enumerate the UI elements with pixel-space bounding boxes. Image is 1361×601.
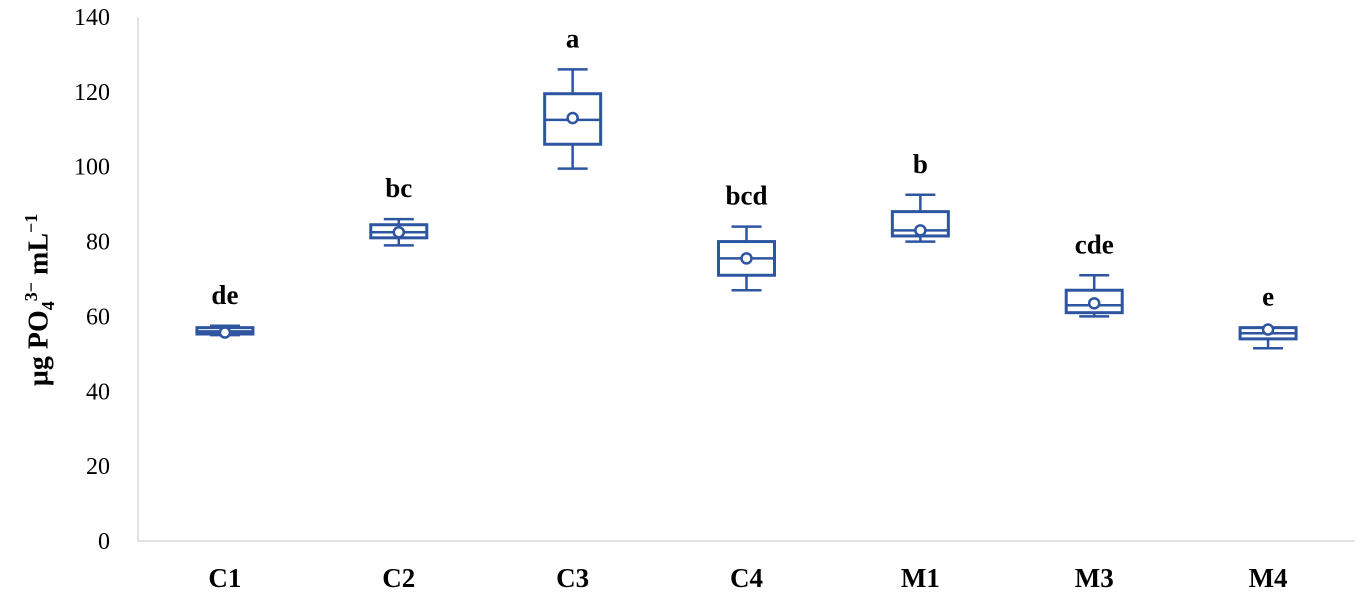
box-c3	[543, 68, 603, 170]
y-axis-label-base: µg PO	[23, 310, 55, 387]
y-axis-label-sup: 3−	[21, 281, 42, 302]
mean-marker	[392, 225, 406, 239]
category-label: M3	[1075, 563, 1114, 593]
y-tick-label: 60	[86, 304, 110, 330]
category-label: C1	[208, 563, 241, 593]
mean-marker	[1087, 297, 1101, 310]
significance-label: de	[211, 280, 238, 310]
box-series	[195, 68, 1298, 350]
category-label: M4	[1249, 563, 1288, 593]
y-tick-label: 40	[86, 379, 110, 405]
category-label: C3	[556, 563, 589, 593]
significance-labels: de bc a bcd b cde e	[211, 23, 1274, 311]
box-c1	[195, 324, 255, 339]
significance-label: bc	[385, 173, 412, 203]
significance-label: e	[1262, 282, 1274, 312]
mean-marker	[914, 224, 927, 237]
y-tick-label: 140	[74, 5, 110, 31]
box-c2	[369, 217, 429, 247]
significance-label: cde	[1075, 229, 1114, 259]
box-c4	[717, 225, 776, 292]
significance-label: a	[566, 23, 580, 53]
mean-marker	[1261, 323, 1275, 336]
mean-marker	[740, 252, 753, 265]
category-label: M1	[901, 563, 940, 593]
significance-label: bcd	[725, 181, 767, 211]
box-m4	[1238, 323, 1298, 350]
y-axis-label-wrap: µg PO43− mL−1	[20, 214, 60, 387]
y-tick-label: 120	[74, 80, 110, 106]
y-tick-label: 20	[86, 454, 110, 480]
category-labels: C1 C2 C3 C4 M1 M3 M4	[208, 563, 1287, 593]
significance-label: b	[913, 149, 928, 179]
mean-marker	[566, 111, 579, 125]
y-tick-label: 80	[86, 230, 110, 256]
y-tick-label: 100	[74, 155, 110, 181]
box-m1	[890, 193, 950, 243]
y-axis-label-rest: mL	[23, 232, 55, 282]
y-axis-label-rest-sup: −1	[21, 213, 42, 233]
y-axis-label: µg PO43− mL−1	[21, 214, 59, 387]
mean-marker	[218, 326, 232, 339]
box-m3	[1064, 274, 1124, 318]
category-label: C4	[730, 563, 763, 593]
category-label: C2	[382, 563, 415, 593]
y-tick-label: 0	[98, 529, 110, 555]
y-axis-label-sub: 4	[37, 301, 58, 311]
y-tick-labels: 0 20 40 60 80 100 120 140	[74, 5, 110, 555]
